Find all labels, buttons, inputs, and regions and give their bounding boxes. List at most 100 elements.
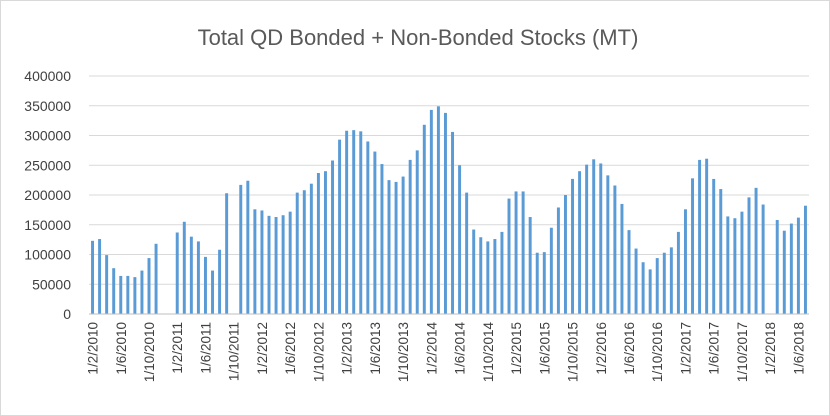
x-tick-label: 1/2/2012 bbox=[255, 322, 270, 375]
bar bbox=[380, 164, 384, 314]
bar bbox=[126, 275, 130, 314]
x-tick-label: 1/2/2016 bbox=[594, 322, 609, 375]
bar bbox=[401, 176, 405, 314]
x-tick-label: 1/10/2014 bbox=[481, 322, 496, 383]
bar bbox=[669, 247, 673, 314]
y-tick-label: 400000 bbox=[24, 68, 71, 84]
bar bbox=[436, 106, 440, 314]
bar bbox=[789, 223, 793, 314]
bar bbox=[225, 193, 229, 314]
bar bbox=[698, 159, 702, 314]
bar bbox=[91, 240, 95, 314]
x-tick-label: 1/6/2016 bbox=[622, 322, 637, 375]
bar bbox=[239, 184, 243, 314]
bar bbox=[472, 229, 476, 314]
bar bbox=[662, 252, 666, 314]
bar bbox=[387, 180, 391, 314]
y-tick-label: 300000 bbox=[24, 128, 71, 144]
bar bbox=[556, 207, 560, 314]
bar bbox=[683, 209, 687, 314]
bar bbox=[641, 262, 645, 314]
bar bbox=[316, 172, 320, 314]
x-tick-label: 1/10/2013 bbox=[396, 322, 411, 382]
bar bbox=[648, 269, 652, 314]
bar bbox=[154, 243, 158, 314]
bar bbox=[712, 178, 716, 314]
bar bbox=[338, 139, 342, 314]
bar bbox=[260, 210, 264, 314]
bar bbox=[507, 198, 511, 314]
x-tick-label: 1/2/2014 bbox=[424, 322, 439, 375]
bar bbox=[613, 185, 617, 314]
bar bbox=[458, 165, 462, 314]
bar bbox=[281, 215, 285, 314]
bar bbox=[549, 227, 553, 314]
bar bbox=[105, 255, 109, 314]
x-tick-label: 1/2/2017 bbox=[678, 322, 693, 375]
bar bbox=[500, 231, 504, 314]
bar bbox=[331, 160, 335, 314]
bar bbox=[267, 215, 271, 314]
bar bbox=[394, 181, 398, 314]
bar bbox=[98, 239, 102, 314]
x-tick-label: 1/2/2018 bbox=[763, 322, 778, 375]
bar bbox=[782, 230, 786, 314]
bar bbox=[119, 275, 123, 314]
bar bbox=[571, 178, 575, 314]
x-axis-ticks: 1/2/2010 1/6/2010 1/10/2010 1/2/2011 1/6/201… bbox=[86, 322, 807, 383]
x-tick-label: 1/10/2012 bbox=[311, 322, 326, 382]
bar bbox=[246, 180, 250, 314]
y-tick-label: 150000 bbox=[24, 217, 71, 233]
bar bbox=[175, 232, 179, 314]
y-tick-label: 100000 bbox=[24, 247, 71, 263]
x-tick-label: 1/10/2015 bbox=[566, 322, 581, 382]
bar bbox=[803, 205, 807, 314]
y-tick-label: 0 bbox=[63, 306, 71, 322]
bar bbox=[366, 141, 370, 314]
bar bbox=[422, 124, 426, 314]
x-tick-label: 1/2/2010 bbox=[86, 322, 101, 375]
bar bbox=[691, 178, 695, 314]
x-tick-label: 1/6/2017 bbox=[707, 322, 722, 375]
x-tick-label: 1/6/2018 bbox=[791, 322, 806, 375]
bar bbox=[676, 231, 680, 314]
bar bbox=[415, 150, 419, 314]
bar bbox=[203, 256, 207, 314]
bar bbox=[493, 239, 497, 314]
bar bbox=[606, 175, 610, 314]
bar bbox=[747, 197, 751, 314]
bar bbox=[796, 217, 800, 314]
bar bbox=[274, 217, 278, 314]
bar bbox=[599, 163, 603, 314]
bar-series bbox=[91, 106, 807, 314]
bar bbox=[528, 217, 532, 314]
x-tick-label: 1/10/2016 bbox=[650, 322, 665, 382]
bar bbox=[563, 195, 567, 314]
y-tick-label: 50000 bbox=[32, 276, 71, 292]
bar bbox=[302, 190, 306, 314]
y-tick-label: 200000 bbox=[24, 187, 71, 203]
y-axis-ticks: 0 50000 100000 150000 200000 250000 300000 3500… bbox=[24, 68, 71, 322]
x-tick-label: 1/10/2017 bbox=[735, 322, 750, 382]
bar bbox=[775, 219, 779, 314]
bar bbox=[479, 237, 483, 314]
bar bbox=[705, 158, 709, 314]
bar bbox=[408, 159, 412, 314]
x-tick-label: 1/6/2014 bbox=[453, 322, 468, 375]
bar bbox=[323, 171, 327, 314]
bar bbox=[627, 230, 631, 314]
x-tick-label: 1/2/2013 bbox=[340, 322, 355, 375]
bar bbox=[620, 203, 624, 314]
bar bbox=[578, 171, 582, 314]
bar bbox=[147, 258, 151, 314]
bar bbox=[655, 258, 659, 314]
grid-lines bbox=[89, 75, 809, 285]
bar bbox=[211, 270, 215, 314]
bar bbox=[309, 183, 313, 314]
x-tick-label: 1/10/2011 bbox=[227, 322, 242, 381]
bar bbox=[359, 131, 363, 314]
bar bbox=[451, 131, 455, 314]
x-tick-label: 1/6/2010 bbox=[114, 322, 129, 375]
